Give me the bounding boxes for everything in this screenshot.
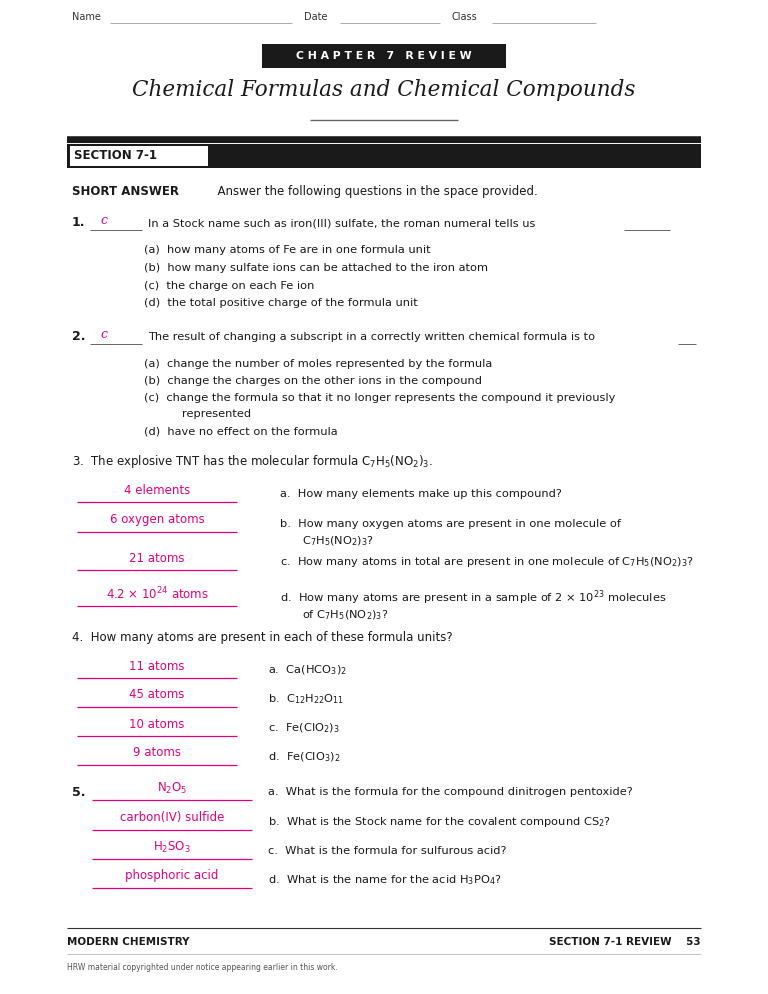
Text: (c)  the charge on each Fe ion: (c) the charge on each Fe ion [144,281,314,291]
Text: (a)  change the number of moles represented by the formula: (a) change the number of moles represent… [144,359,492,369]
Text: d.  What is the name for the acid H$_3$PO$_4$?: d. What is the name for the acid H$_3$PO… [268,873,502,887]
Text: MODERN CHEMISTRY: MODERN CHEMISTRY [67,937,190,947]
Text: (c)  change the formula so that it no longer represents the compound it previous: (c) change the formula so that it no lon… [144,393,615,403]
Text: Answer the following questions in the space provided.: Answer the following questions in the sp… [210,185,538,198]
Text: (b)  change the charges on the other ions in the compound: (b) change the charges on the other ions… [144,376,482,386]
Text: 6 oxygen atoms: 6 oxygen atoms [110,514,204,527]
Text: carbon(IV) sulfide: carbon(IV) sulfide [120,811,224,824]
Text: 45 atoms: 45 atoms [129,689,184,702]
Text: 2.: 2. [72,330,85,344]
Text: a.  How many elements make up this compound?: a. How many elements make up this compou… [280,489,562,499]
Text: of $\mathregular{C_7H_5(NO_2)_3}$?: of $\mathregular{C_7H_5(NO_2)_3}$? [302,608,389,622]
Text: 10 atoms: 10 atoms [129,718,184,731]
Text: b.  How many oxygen atoms are present in one molecule of: b. How many oxygen atoms are present in … [280,519,621,529]
Text: (a)  how many atoms of Fe are in one formula unit: (a) how many atoms of Fe are in one form… [144,245,431,255]
Text: b.  What is the Stock name for the covalent compound CS$_2$?: b. What is the Stock name for the covale… [268,815,611,829]
Text: In a Stock name such as iron(III) sulfate, the roman numeral tells us: In a Stock name such as iron(III) sulfat… [148,218,535,228]
Text: Chemical Formulas and Chemical Compounds: Chemical Formulas and Chemical Compounds [132,79,636,101]
Text: Name: Name [72,12,101,22]
FancyBboxPatch shape [67,144,701,168]
Text: a.  What is the formula for the compound dinitrogen pentoxide?: a. What is the formula for the compound … [268,787,633,797]
Text: 5.: 5. [72,785,85,798]
Text: a.  Ca(HCO$_3$)$_2$: a. Ca(HCO$_3$)$_2$ [268,663,347,677]
Text: represented: represented [182,409,251,419]
Text: 3.  The explosive TNT has the molecular formula $\mathregular{C_7H_5(NO_2)_3}$.: 3. The explosive TNT has the molecular f… [72,453,433,470]
FancyBboxPatch shape [70,146,208,166]
Text: H$_2$SO$_3$: H$_2$SO$_3$ [153,840,191,855]
Text: (b)  how many sulfate ions can be attached to the iron atom: (b) how many sulfate ions can be attache… [144,263,488,273]
Text: c.  What is the formula for sulfurous acid?: c. What is the formula for sulfurous aci… [268,846,507,856]
Text: 4.  How many atoms are present in each of these formula units?: 4. How many atoms are present in each of… [72,631,452,644]
Text: The result of changing a subscript in a correctly written chemical formula is to: The result of changing a subscript in a … [148,332,595,342]
Text: (d)  have no effect on the formula: (d) have no effect on the formula [144,426,338,436]
Text: d.  How many atoms are present in a sample of 2 $\times$ 10$^{23}$ molecules: d. How many atoms are present in a sampl… [280,588,667,607]
Text: d.  Fe(ClO$_3$)$_2$: d. Fe(ClO$_3$)$_2$ [268,750,340,763]
Text: 1.: 1. [72,217,85,230]
Text: (d)  the total positive charge of the formula unit: (d) the total positive charge of the for… [144,298,418,308]
Text: Date: Date [304,12,327,22]
Text: HRW material copyrighted under notice appearing earlier in this work.: HRW material copyrighted under notice ap… [67,962,338,971]
Text: SECTION 7-1: SECTION 7-1 [74,149,157,162]
Text: b.  C$_{12}$H$_{22}$O$_{11}$: b. C$_{12}$H$_{22}$O$_{11}$ [268,692,344,706]
Text: c: c [100,215,107,228]
Text: 4 elements: 4 elements [124,483,190,496]
Text: c: c [100,328,107,342]
Text: 4.2 $\times$ 10$^{24}$ atoms: 4.2 $\times$ 10$^{24}$ atoms [105,585,208,602]
FancyBboxPatch shape [261,45,507,68]
Text: 11 atoms: 11 atoms [129,659,185,673]
Text: Class: Class [452,12,478,22]
Text: c.  Fe(ClO$_2$)$_3$: c. Fe(ClO$_2$)$_3$ [268,722,339,735]
Text: c.  How many atoms in total are present in one molecule of $\mathregular{C_7H_5(: c. How many atoms in total are present i… [280,555,694,569]
Text: SHORT ANSWER: SHORT ANSWER [72,185,179,198]
Text: N$_2$O$_5$: N$_2$O$_5$ [157,780,187,795]
Text: phosphoric acid: phosphoric acid [125,870,219,883]
Text: $\mathregular{C_7H_5(NO_2)_3}$?: $\mathregular{C_7H_5(NO_2)_3}$? [302,535,374,549]
Text: SECTION 7-1 REVIEW    53: SECTION 7-1 REVIEW 53 [549,937,701,947]
Text: 21 atoms: 21 atoms [129,552,185,565]
Text: C H A P T E R   7   R E V I E W: C H A P T E R 7 R E V I E W [296,51,472,61]
Text: 9 atoms: 9 atoms [133,746,181,759]
